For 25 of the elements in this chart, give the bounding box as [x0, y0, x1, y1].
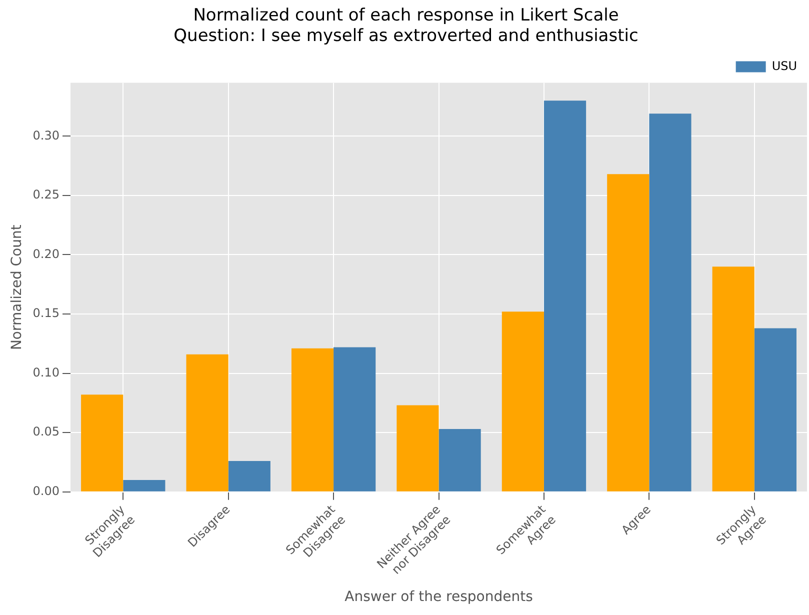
- bar: [649, 114, 692, 492]
- y-tick-label: 0.00: [32, 484, 60, 498]
- bar: [291, 348, 334, 492]
- chart-title: Normalized count of each response in Likert Scale Question: I see myself as extroverted and enthusiastic: [174, 6, 638, 46]
- y-tick-label: 0.20: [32, 246, 60, 261]
- y-tick-label: 0.15: [32, 306, 60, 320]
- legend-label: USU: [772, 58, 798, 73]
- bar: [502, 312, 544, 492]
- bar: [544, 100, 586, 492]
- y-tick-label: 0.10: [32, 365, 60, 380]
- y-axis-title: Normalized Count: [9, 224, 26, 350]
- y-tick-label: 0.25: [32, 188, 60, 202]
- y-tick-label: 0.30: [32, 128, 60, 142]
- bar: [186, 354, 228, 492]
- bar: [334, 347, 376, 492]
- bar: [754, 328, 796, 492]
- x-axis-title: Answer of the respondents: [344, 589, 533, 606]
- bar: [438, 429, 481, 492]
- bar: [712, 266, 754, 492]
- bar: [123, 480, 166, 492]
- bar: [396, 405, 439, 492]
- bar: [81, 394, 124, 492]
- bar: [607, 174, 650, 492]
- y-tick-label: 0.05: [32, 424, 60, 439]
- bar: [228, 461, 270, 492]
